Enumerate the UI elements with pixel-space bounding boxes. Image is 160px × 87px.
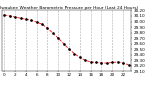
Title: Milwaukee Weather Barometric Pressure per Hour (Last 24 Hours): Milwaukee Weather Barometric Pressure pe…: [0, 6, 138, 10]
